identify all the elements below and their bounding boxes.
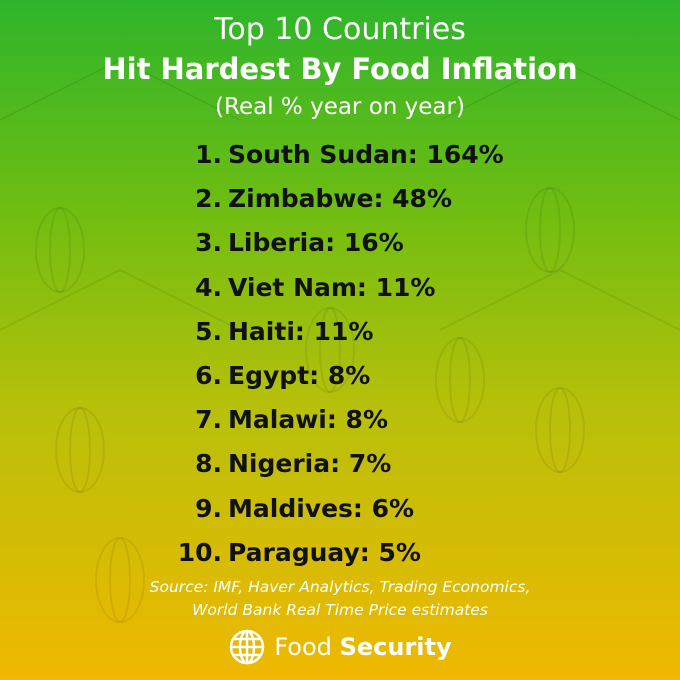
list-item: 2. Zimbabwe: 48% xyxy=(0,184,680,220)
rank: 3. xyxy=(195,228,222,258)
rank: 9. xyxy=(195,493,222,523)
list-item: 4. Viet Nam: 11% xyxy=(0,273,680,309)
rank: 2. xyxy=(195,184,222,214)
item-text: South Sudan: 164% xyxy=(228,140,504,169)
item-text: Nigeria: 7% xyxy=(228,449,392,479)
list-item: 8. Nigeria: 7% xyxy=(0,449,680,485)
logo-word: Security xyxy=(339,633,452,661)
list-item: 7. Malawi: 8% xyxy=(0,405,680,441)
rank: 1. xyxy=(195,140,222,169)
source-line: Source: IMF, Haver Analytics, Trading Ec… xyxy=(149,578,531,596)
rank: 6. xyxy=(195,361,222,390)
rank: 5. xyxy=(195,316,222,346)
item-text: Maldives: 6% xyxy=(228,493,415,523)
item-text: Zimbabwe: 48% xyxy=(228,184,452,214)
list-item: 10. Paraguay: 5% xyxy=(0,538,680,574)
item-text: Haiti: 11% xyxy=(228,316,374,346)
list-item: 5. Haiti: 11% xyxy=(0,317,680,353)
title-line: Hit Hardest By Food Inflation xyxy=(102,52,578,86)
logo: Food Security xyxy=(0,628,680,666)
item-text: Viet Nam: 11% xyxy=(228,272,436,302)
logo-word: Food xyxy=(274,633,332,661)
list-item: 6. Egypt: 8% xyxy=(0,361,680,397)
list-item: 3. Liberia: 16% xyxy=(0,228,680,264)
title-line: Top 10 Countries xyxy=(214,12,466,47)
item-text: Malawi: 8% xyxy=(228,405,388,435)
list-item: 9. Maldives: 6% xyxy=(0,494,680,530)
subtitle: (Real % year on year) xyxy=(215,94,465,120)
source-line: World Bank Real Time Price estimates xyxy=(192,601,488,619)
list-item: 1. South Sudan: 164% xyxy=(0,140,680,176)
rank: 7. xyxy=(195,405,222,435)
rank: 8. xyxy=(195,449,222,479)
item-text: Paraguay: 5% xyxy=(228,537,421,567)
rank: 4. xyxy=(195,272,222,302)
rank: 10. xyxy=(177,537,222,567)
item-text: Egypt: 8% xyxy=(228,361,371,390)
item-text: Liberia: 16% xyxy=(228,228,404,258)
globe-icon xyxy=(230,629,265,665)
